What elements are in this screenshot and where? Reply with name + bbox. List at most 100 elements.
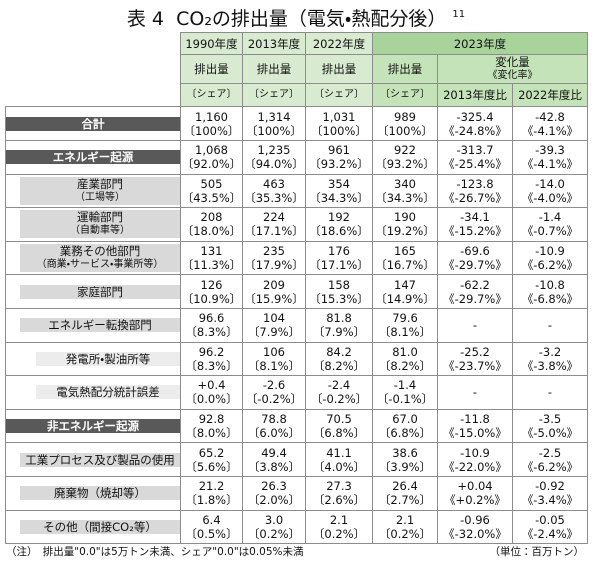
change-amount: -34.1: [460, 210, 490, 225]
share: 〔18.0%〕: [181, 224, 242, 239]
change-amount: -14.0: [535, 176, 565, 191]
emission: 165: [394, 244, 416, 259]
value-cell: 126 〔10.9%〕: [180, 274, 243, 309]
row-label-text: （工場等）: [75, 191, 125, 203]
value-cell: 354 〔34.3%〕: [305, 173, 373, 209]
share: 〔8.2%〕: [378, 358, 432, 373]
value-cell: 131 〔11.3%〕: [180, 240, 243, 276]
change-amount: -42.8: [535, 109, 565, 124]
value-cell: 1,068 〔92.0%〕: [180, 140, 243, 175]
share: 〔17.1%〕: [309, 258, 369, 273]
value-cell: 106 〔8.1%〕: [242, 341, 306, 377]
change-cell: -39.3 《-4.1%》: [512, 140, 588, 175]
change-cell: -0.96 《-32.0%》: [437, 509, 513, 545]
change-cell: -: [512, 307, 588, 343]
change-amount: -39.3: [535, 143, 565, 158]
row-label: 電気熱配分統計誤差: [5, 375, 181, 410]
change-amount: -69.6: [460, 244, 490, 259]
row-label-text: 電気熱配分統計誤差: [56, 385, 160, 400]
share-header: 〔シェア〕: [242, 83, 306, 107]
value-cell: 176 〔17.1%〕: [305, 240, 373, 276]
value-cell: +0.4 〔0.0%〕: [180, 375, 243, 410]
emission: 81.8: [326, 311, 352, 326]
row-label-text: 業務その他部門: [59, 244, 141, 259]
emission: 41.1: [326, 445, 352, 460]
header-row: 排出量 排出量 排出量 排出量 変化量 《変化率》: [6, 54, 588, 84]
value-cell: 78.8 〔6.0%〕: [242, 408, 306, 444]
footnote: （注） 排出量"0.0"は5万トン未満、シェア"0.0"は0.05%未満: [6, 546, 304, 558]
change-rate: 《-4.1%》: [521, 123, 579, 138]
emission: 922: [394, 143, 416, 158]
share: 〔2.0%〕: [247, 493, 301, 508]
row-label-box: 業務その他部門 （商業・サービス・事業所等）: [20, 244, 180, 273]
change-label: 変化量: [495, 55, 530, 69]
share: 〔1.8%〕: [185, 493, 238, 508]
change-amount: -10.9: [460, 445, 490, 460]
row-label: 工業プロセス及び製品の使用: [5, 442, 181, 477]
year-header: 2022年度: [305, 32, 373, 55]
row-label-text: （自動車等）: [70, 225, 130, 237]
change-rate: 《-26.7%》: [443, 190, 507, 205]
emission: 21.2: [198, 479, 225, 494]
emission: 190: [394, 210, 416, 225]
emission: 2.1: [329, 512, 349, 527]
emission: 1,068: [195, 143, 228, 158]
row-label-text: 工業プロセス及び製品の使用: [25, 452, 175, 467]
change-rate: 《+0.2%》: [444, 493, 506, 508]
compare-header: 2022年度比: [512, 83, 588, 107]
unit-note: （単位：百万トン）: [489, 546, 585, 558]
data-row: 合計 1,160 〔100%〕 1,314 〔100%〕 1,031 〔100%〕 989 〔1…: [5, 106, 588, 141]
change-amount: -: [472, 318, 478, 333]
value-cell: 6.4 〔0.5%〕: [180, 509, 243, 545]
share: 〔0.5%〕: [185, 526, 238, 541]
share: 〔0.0%〕: [185, 392, 238, 407]
row-label-text: 発電所・製油所等: [65, 351, 151, 366]
data-row: 非エネルギー起源 92.8 〔8.0%〕 78.8 〔6.0%〕 70.5 〔6.8%〕 67…: [5, 408, 588, 444]
share: 〔-0.2%〕: [310, 392, 368, 407]
emission: 2.1: [395, 512, 415, 527]
share: 〔93.2%〕: [375, 157, 435, 172]
change-cell: -3.5 《-5.0%》: [512, 408, 588, 444]
row-label-box: 家庭部門: [20, 284, 180, 299]
value-cell: 104 〔7.9%〕: [242, 307, 306, 343]
row-label-text: 合計: [81, 116, 105, 131]
change-amount: -11.8: [460, 412, 490, 427]
data-row: 廃棄物（焼却等） 21.2 〔1.8%〕 26.3 〔2.0%〕 27.3 〔2.6%〕 26…: [5, 475, 588, 511]
value-cell: -2.4 〔-0.2%〕: [305, 375, 373, 410]
change-amount: -123.8: [456, 176, 494, 191]
value-cell: 96.2 〔8.3%〕: [180, 341, 243, 377]
emission: 224: [263, 210, 285, 225]
footnote-ref: 11: [452, 9, 466, 20]
share: 〔93.2%〕: [309, 157, 369, 172]
value-cell: 158 〔15.3%〕: [305, 274, 373, 309]
share: 〔10.9%〕: [181, 291, 242, 306]
data-row: 家庭部門 126 〔10.9%〕 209 〔15.9%〕 158 〔15.3%〕 147 〔14…: [5, 274, 588, 309]
emission: 192: [328, 210, 350, 225]
row-label-box: 合計: [6, 116, 180, 131]
value-cell: 463 〔35.3%〕: [242, 173, 306, 209]
share: 〔100%〕: [311, 123, 367, 138]
share: 〔2.6%〕: [312, 493, 366, 508]
value-cell: 1,160 〔100%〕: [180, 106, 243, 141]
value-cell: 96.6 〔8.3%〕: [180, 307, 243, 343]
value-cell: 235 〔17.9%〕: [242, 240, 306, 276]
row-label-box: 産業部門 （工場等）: [20, 176, 180, 205]
row-label-text: エネルギー転換部門: [48, 318, 152, 333]
share: 〔-0.1%〕: [376, 392, 434, 407]
change-amount: -10.9: [535, 244, 565, 259]
emission: 354: [328, 176, 350, 191]
row-label: その他（間接CO₂等）: [5, 509, 181, 545]
change-rate: 《-4.0%》: [521, 190, 579, 205]
row-label: 発電所・製油所等: [5, 341, 181, 377]
emission: 158: [328, 277, 350, 292]
row-label-text: 非エネルギー起源: [47, 419, 139, 434]
row-label: 非エネルギー起源: [5, 408, 181, 444]
emission: 92.8: [198, 412, 225, 427]
change-cell: -3.2 《-3.8%》: [512, 341, 588, 377]
share-header: 〔シェア〕: [180, 83, 243, 107]
emission: -1.4: [393, 378, 417, 393]
change-amount: -: [472, 385, 478, 400]
row-label-box: 電気熱配分統計誤差: [36, 385, 180, 400]
value-cell: 1,314 〔100%〕: [242, 106, 306, 141]
